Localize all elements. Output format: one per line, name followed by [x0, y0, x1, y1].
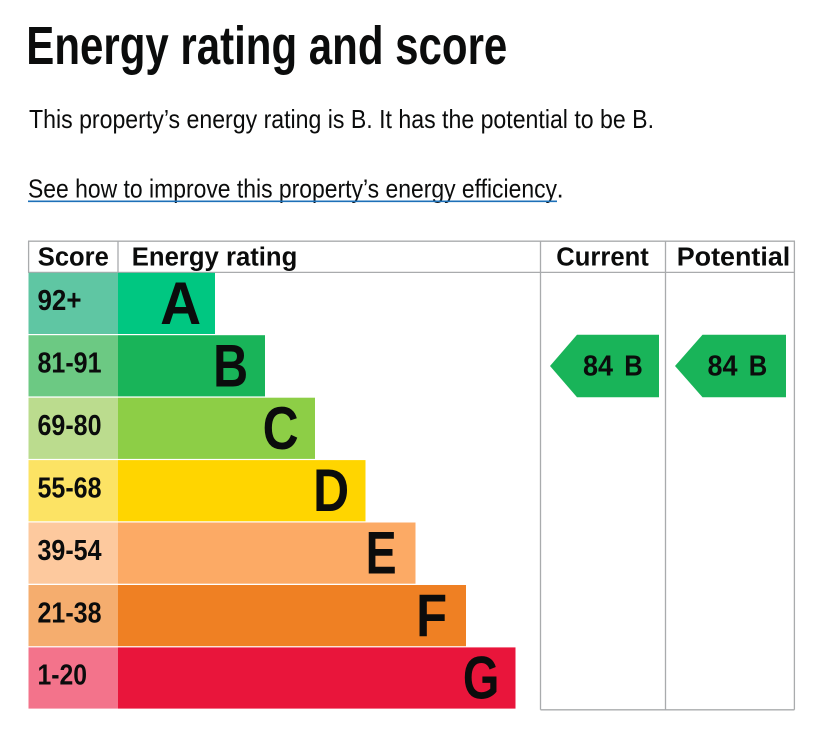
svg-text:81-91: 81-91 [38, 348, 102, 380]
svg-text:Potential: Potential [677, 244, 791, 272]
svg-text:.: . [557, 173, 564, 203]
svg-text:39-54: 39-54 [38, 535, 102, 567]
svg-text:84: 84 [583, 350, 613, 382]
svg-text:This property’s energy rating: This property’s energy rating is B. It h… [29, 104, 654, 134]
svg-text:See how to improve this proper: See how to improve this property’s energ… [28, 173, 557, 203]
svg-text:Energy rating: Energy rating [132, 244, 298, 272]
svg-text:A: A [160, 270, 201, 337]
svg-text:D: D [313, 457, 349, 524]
svg-text:B: B [624, 350, 643, 382]
svg-text:21-38: 21-38 [38, 597, 102, 629]
svg-text:Current: Current [556, 244, 649, 272]
svg-text:B: B [213, 332, 248, 399]
svg-text:69-80: 69-80 [38, 410, 102, 442]
svg-text:Score: Score [38, 244, 109, 272]
svg-text:92+: 92+ [38, 285, 82, 317]
svg-text:1-20: 1-20 [38, 660, 88, 692]
svg-text:C: C [263, 395, 299, 462]
svg-text:Energy rating and score: Energy rating and score [26, 17, 507, 76]
svg-text:84: 84 [708, 350, 738, 382]
svg-text:G: G [463, 645, 500, 712]
svg-text:B: B [749, 350, 768, 382]
svg-text:55-68: 55-68 [38, 472, 102, 504]
svg-text:E: E [366, 520, 397, 587]
svg-text:F: F [416, 582, 447, 649]
